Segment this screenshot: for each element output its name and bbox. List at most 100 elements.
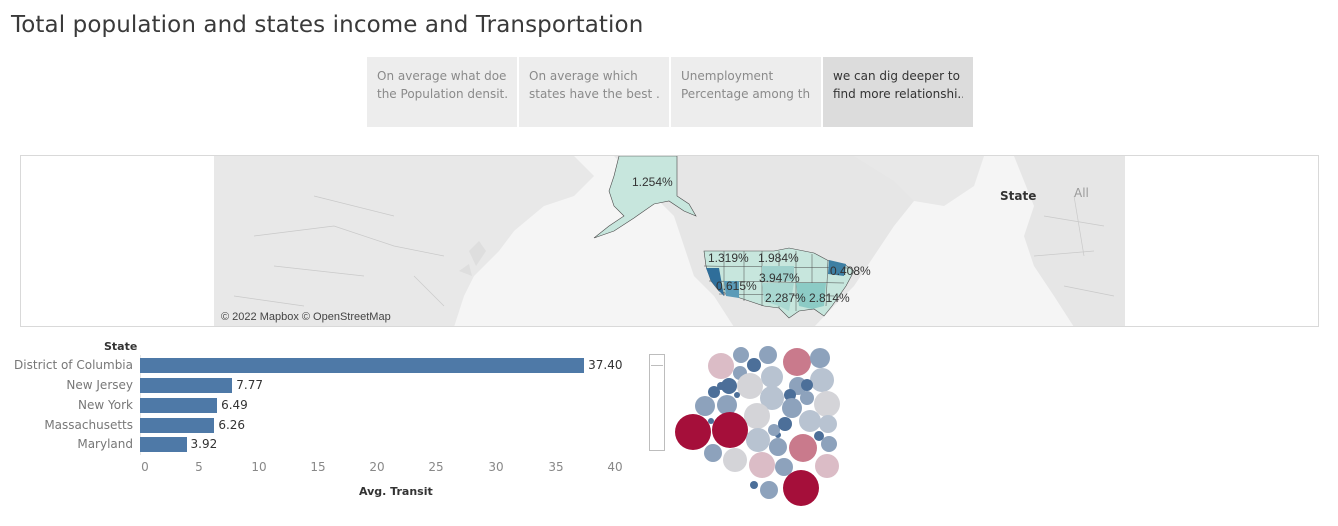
bar-label: New Jersey	[66, 378, 133, 392]
greenland-landmass	[854, 156, 984, 206]
bubble[interactable]	[717, 395, 737, 415]
bubble[interactable]	[769, 438, 787, 456]
bubble[interactable]	[717, 382, 725, 390]
alaska-shape	[593, 156, 697, 239]
texas-shape	[762, 283, 794, 311]
map-label-northeast: 0.408%	[830, 264, 871, 278]
bar-label: Maryland	[77, 437, 133, 451]
bubble[interactable]	[801, 379, 813, 391]
story-point-1[interactable]: On average what does the Population dens…	[367, 57, 517, 127]
bubble[interactable]	[815, 454, 839, 478]
bubble[interactable]	[800, 391, 814, 405]
bubble[interactable]	[749, 452, 775, 478]
map-label-northwest: 1.319%	[708, 251, 749, 265]
bubble[interactable]	[737, 373, 763, 399]
bubble[interactable]	[768, 424, 780, 436]
map-attribution[interactable]: © 2022 Mapbox © OpenStreetMap	[221, 311, 391, 323]
story-point-4-line2: find more relationshi..	[833, 87, 963, 101]
map-label-west: 0.615%	[716, 279, 757, 293]
bubble-chart[interactable]	[672, 340, 842, 510]
bubble[interactable]	[734, 392, 740, 398]
bubble[interactable]	[814, 431, 824, 441]
page-title: Total population and states income and T…	[11, 12, 644, 38]
bubble[interactable]	[708, 386, 720, 398]
bar[interactable]	[140, 437, 187, 452]
story-point-3-line2: Percentage among th..	[681, 87, 811, 101]
bubble[interactable]	[723, 448, 747, 472]
bubble[interactable]	[675, 414, 711, 450]
bubble[interactable]	[784, 389, 796, 401]
bubble[interactable]	[746, 428, 770, 452]
california-shape	[706, 268, 724, 296]
bubble[interactable]	[733, 347, 749, 363]
bubble[interactable]	[783, 348, 811, 376]
story-point-4[interactable]: we can dig deeper to find more relations…	[823, 57, 973, 127]
bubble[interactable]	[821, 436, 837, 452]
bubble[interactable]	[760, 481, 778, 499]
japan-islands	[459, 241, 486, 276]
bubble[interactable]	[712, 412, 748, 448]
bubble[interactable]	[799, 410, 821, 432]
x-axis-tick: 20	[369, 460, 385, 474]
scrollbar-thumb[interactable]	[651, 356, 663, 366]
map-label-north-central: 1.984%	[758, 251, 799, 265]
bar[interactable]	[140, 418, 215, 433]
story-point-4-line1: we can dig deeper to	[833, 69, 960, 83]
bubble[interactable]	[708, 418, 714, 424]
bubble[interactable]	[760, 386, 784, 410]
vertical-scrollbar[interactable]	[649, 354, 665, 451]
x-axis-tick: 25	[428, 460, 444, 474]
bar-value-label: 6.26	[218, 418, 246, 432]
story-point-3-line1: Unemployment	[681, 69, 774, 83]
bubble[interactable]	[704, 444, 722, 462]
bubble[interactable]	[789, 434, 817, 462]
bubble[interactable]	[747, 358, 761, 372]
story-point-3[interactable]: Unemployment Percentage among th..	[671, 57, 821, 127]
x-axis-title: Avg. Transit	[359, 485, 433, 498]
map-label-central: 3.947%	[759, 271, 800, 285]
map-legend-value[interactable]: All	[1074, 186, 1089, 200]
bubble[interactable]	[759, 346, 777, 364]
bubble[interactable]	[814, 391, 840, 417]
x-axis-tick: 15	[310, 460, 326, 474]
midwest-shape	[762, 266, 794, 281]
world-map-background	[214, 156, 1125, 326]
bubble[interactable]	[708, 353, 734, 379]
bubble[interactable]	[778, 417, 792, 431]
europe-borders	[1033, 195, 1115, 297]
bubble[interactable]	[750, 481, 758, 489]
bubble[interactable]	[782, 398, 802, 418]
bubble[interactable]	[775, 458, 793, 476]
bubble[interactable]	[810, 368, 834, 392]
map-label-alaska: 1.254%	[632, 175, 673, 189]
asia-landmass	[214, 156, 594, 326]
bar-value-label: 37.40	[588, 358, 623, 372]
story-point-2-line1: On average which	[529, 69, 638, 83]
northeast-shape	[828, 260, 846, 276]
bubble[interactable]	[819, 415, 837, 433]
bar-label: New York	[78, 398, 133, 412]
bar[interactable]	[140, 378, 233, 393]
bar[interactable]	[140, 398, 218, 413]
bubble[interactable]	[783, 470, 819, 506]
story-point-2[interactable]: On average which states have the best ..	[519, 57, 669, 127]
europe-landmass	[1014, 156, 1125, 326]
bar-value-label: 7.77	[236, 378, 263, 392]
bubble[interactable]	[695, 396, 715, 416]
x-axis-tick: 35	[548, 460, 564, 474]
bar-value-label: 3.92	[190, 437, 218, 451]
bar-label: Massachusetts	[44, 418, 133, 432]
bubble[interactable]	[810, 348, 830, 368]
map-canvas[interactable]: 1.254% 1.319% 1.984% 3.947% 0.408% 0.615…	[214, 156, 1125, 326]
bar[interactable]	[140, 358, 585, 373]
bubble[interactable]	[744, 403, 770, 429]
arizona-shape	[724, 281, 739, 298]
x-axis-tick: 5	[195, 460, 203, 474]
x-axis-tick: 10	[251, 460, 267, 474]
bubble[interactable]	[761, 366, 783, 388]
bubble[interactable]	[721, 378, 737, 394]
map-label-south-central: 2.287%	[765, 291, 806, 305]
southeast-shape	[796, 283, 826, 309]
x-axis-tick: 30	[488, 460, 504, 474]
map-view[interactable]: 1.254% 1.319% 1.984% 3.947% 0.408% 0.615…	[20, 155, 1319, 327]
